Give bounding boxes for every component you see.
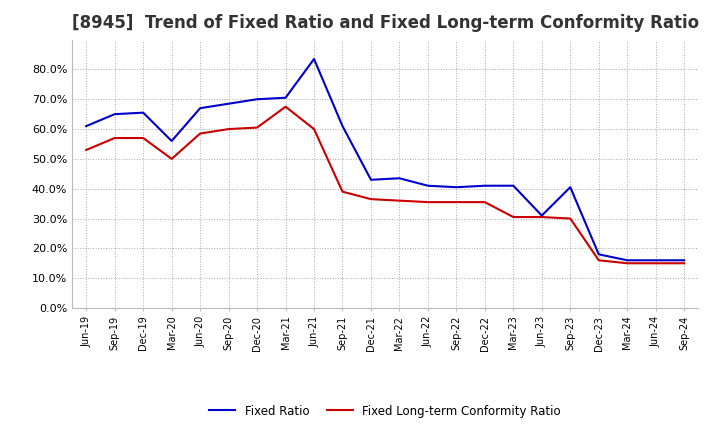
Fixed Ratio: [282, 95, 290, 100]
Fixed Ratio: [652, 258, 660, 263]
Fixed Long-term Conformity Ratio: [110, 136, 119, 141]
Fixed Ratio: [509, 183, 518, 188]
Fixed Ratio: [338, 124, 347, 129]
Fixed Long-term Conformity Ratio: [139, 136, 148, 141]
Fixed Ratio: [110, 111, 119, 117]
Fixed Ratio: [225, 101, 233, 106]
Fixed Long-term Conformity Ratio: [452, 199, 461, 205]
Fixed Long-term Conformity Ratio: [595, 258, 603, 263]
Fixed Ratio: [310, 56, 318, 62]
Fixed Long-term Conformity Ratio: [310, 126, 318, 132]
Fixed Long-term Conformity Ratio: [395, 198, 404, 203]
Fixed Long-term Conformity Ratio: [167, 156, 176, 161]
Fixed Long-term Conformity Ratio: [338, 189, 347, 194]
Fixed Long-term Conformity Ratio: [623, 260, 631, 266]
Fixed Long-term Conformity Ratio: [537, 214, 546, 220]
Fixed Long-term Conformity Ratio: [366, 197, 375, 202]
Fixed Long-term Conformity Ratio: [225, 126, 233, 132]
Line: Fixed Long-term Conformity Ratio: Fixed Long-term Conformity Ratio: [86, 106, 684, 263]
Fixed Ratio: [423, 183, 432, 188]
Line: Fixed Ratio: Fixed Ratio: [86, 59, 684, 260]
Fixed Ratio: [366, 177, 375, 183]
Legend: Fixed Ratio, Fixed Long-term Conformity Ratio: Fixed Ratio, Fixed Long-term Conformity …: [204, 400, 566, 422]
Title: [8945]  Trend of Fixed Ratio and Fixed Long-term Conformity Ratio: [8945] Trend of Fixed Ratio and Fixed Lo…: [71, 15, 699, 33]
Fixed Ratio: [566, 184, 575, 190]
Fixed Long-term Conformity Ratio: [423, 199, 432, 205]
Fixed Ratio: [452, 184, 461, 190]
Fixed Long-term Conformity Ratio: [196, 131, 204, 136]
Fixed Ratio: [82, 124, 91, 129]
Fixed Long-term Conformity Ratio: [480, 199, 489, 205]
Fixed Long-term Conformity Ratio: [680, 260, 688, 266]
Fixed Ratio: [395, 176, 404, 181]
Fixed Ratio: [595, 252, 603, 257]
Fixed Ratio: [139, 110, 148, 115]
Fixed Long-term Conformity Ratio: [253, 125, 261, 130]
Fixed Ratio: [167, 138, 176, 143]
Fixed Ratio: [480, 183, 489, 188]
Fixed Ratio: [253, 97, 261, 102]
Fixed Ratio: [196, 106, 204, 111]
Fixed Long-term Conformity Ratio: [566, 216, 575, 221]
Fixed Ratio: [537, 213, 546, 218]
Fixed Ratio: [680, 258, 688, 263]
Fixed Long-term Conformity Ratio: [652, 260, 660, 266]
Fixed Ratio: [623, 258, 631, 263]
Fixed Long-term Conformity Ratio: [82, 147, 91, 153]
Fixed Long-term Conformity Ratio: [282, 104, 290, 109]
Fixed Long-term Conformity Ratio: [509, 214, 518, 220]
